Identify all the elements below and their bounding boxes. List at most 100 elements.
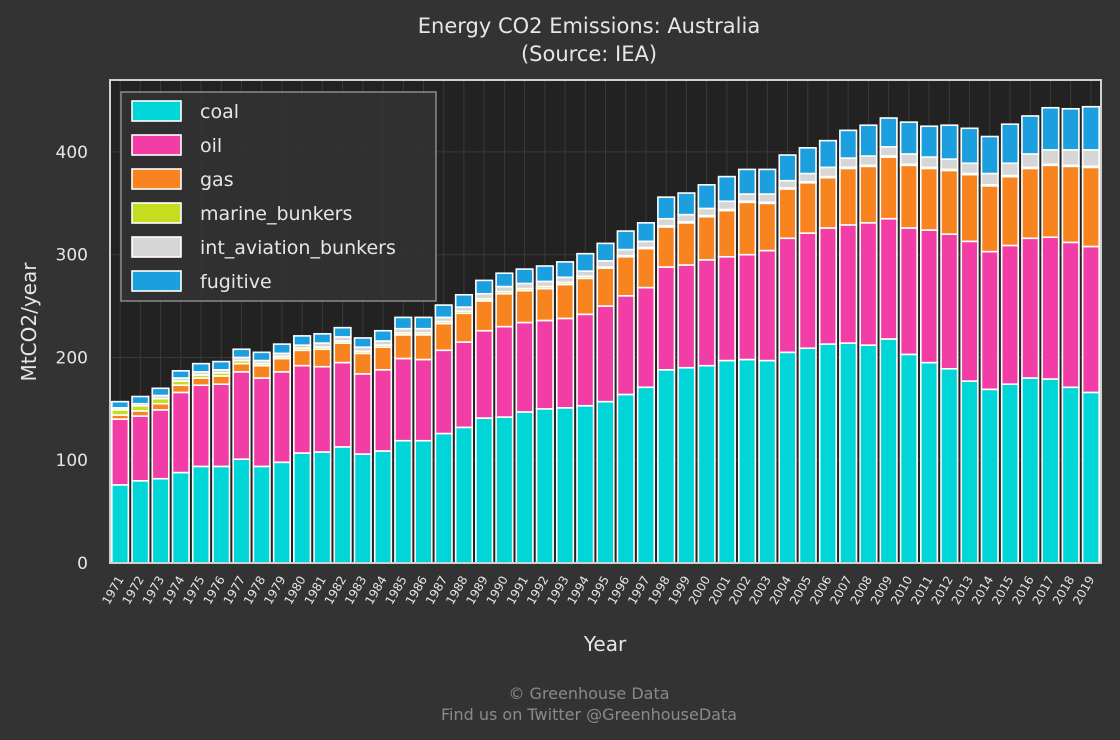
bar-coal-1982 — [333, 446, 352, 564]
bar-coal-2018 — [1061, 386, 1080, 564]
bar-oil-1985 — [394, 357, 413, 442]
legend-swatch-coal — [131, 100, 182, 122]
bar-gas-1981 — [313, 348, 332, 368]
bar-int_aviation_bunkers-2000 — [697, 207, 716, 217]
bar-coal-2011 — [919, 361, 939, 564]
bar-int_aviation_bunkers-1997 — [636, 240, 656, 249]
bar-gas-2018 — [1061, 165, 1080, 244]
bar-gas-1998 — [657, 226, 676, 268]
bar-int_aviation_bunkers-2019 — [1081, 149, 1100, 168]
bar-int_aviation_bunkers-2010 — [899, 153, 918, 166]
bar-coal-1984 — [373, 450, 393, 564]
bar-oil-2001 — [717, 255, 736, 362]
bar-coal-1971 — [111, 484, 130, 564]
bar-coal-1973 — [151, 477, 170, 564]
bar-int_aviation_bunkers-2015 — [1000, 162, 1020, 177]
legend-swatch-int_aviation_bunkers — [131, 236, 182, 258]
bar-int_aviation_bunkers-2004 — [778, 179, 797, 189]
bar-coal-1987 — [434, 432, 453, 564]
bar-coal-2013 — [960, 380, 979, 564]
bar-oil-2002 — [737, 253, 757, 361]
bar-gas-1987 — [434, 322, 453, 352]
bar-gas-1982 — [333, 342, 352, 364]
bar-coal-2004 — [778, 351, 797, 564]
bar-coal-2014 — [980, 388, 999, 564]
bar-int_aviation_bunkers-2013 — [960, 162, 979, 175]
bar-fugitive-2001 — [717, 175, 736, 203]
bar-int_aviation_bunkers-1995 — [596, 260, 615, 268]
bar-coal-2006 — [818, 343, 838, 564]
legend-swatch-gas — [131, 168, 182, 190]
chart-subtitle: (Source: IEA) — [521, 42, 657, 66]
bar-fugitive-1995 — [596, 242, 615, 262]
bar-gas-2006 — [818, 176, 838, 229]
bar-coal-2019 — [1081, 391, 1100, 564]
bar-fugitive-1974 — [171, 370, 190, 379]
bar-fugitive-1987 — [434, 304, 453, 319]
bar-oil-2009 — [879, 217, 898, 340]
bar-coal-1972 — [131, 479, 150, 564]
bar-fugitive-1980 — [293, 335, 312, 346]
bar-int_aviation_bunkers-2007 — [839, 157, 858, 169]
bar-oil-1977 — [232, 371, 251, 461]
bar-fugitive-1994 — [576, 252, 595, 272]
bar-coal-1974 — [171, 471, 190, 564]
bar-coal-1995 — [596, 400, 615, 564]
bar-coal-2007 — [839, 342, 858, 564]
bar-gas-2009 — [879, 156, 898, 220]
bar-coal-1985 — [394, 439, 413, 564]
bar-oil-1971 — [111, 418, 130, 486]
bar-int_aviation_bunkers-2012 — [940, 158, 959, 171]
bar-fugitive-1978 — [252, 351, 271, 362]
bar-coal-2009 — [879, 338, 898, 564]
bar-coal-1975 — [191, 465, 211, 564]
bar-oil-1998 — [657, 266, 676, 371]
bar-fugitive-2007 — [839, 129, 858, 159]
bar-gas-1986 — [414, 334, 433, 361]
bar-oil-2012 — [940, 233, 959, 370]
legend-label-gas: gas — [200, 169, 234, 191]
bar-gas-1991 — [515, 289, 534, 324]
bar-gas-1975 — [191, 377, 211, 387]
bar-fugitive-1983 — [353, 337, 372, 348]
bar-fugitive-2019 — [1081, 105, 1100, 151]
bar-gas-2002 — [737, 201, 757, 256]
bar-oil-1976 — [212, 383, 231, 468]
bar-coal-1989 — [475, 417, 494, 564]
bar-gas-1992 — [535, 287, 554, 322]
bar-coal-2015 — [1000, 383, 1020, 564]
bar-fugitive-2006 — [818, 139, 838, 169]
bar-gas-1977 — [232, 362, 251, 373]
bar-oil-2004 — [778, 237, 797, 354]
bar-gas-1995 — [596, 267, 615, 307]
x-axis-label: Year — [583, 632, 627, 656]
bar-fugitive-1992 — [535, 265, 554, 283]
bar-coal-2008 — [859, 344, 878, 564]
bar-gas-2014 — [980, 185, 999, 253]
bar-gas-2019 — [1081, 166, 1100, 248]
bar-fugitive-2018 — [1061, 107, 1080, 151]
bar-int_aviation_bunkers-2003 — [758, 193, 777, 204]
bar-fugitive-2011 — [919, 125, 939, 158]
bar-oil-2006 — [818, 227, 838, 345]
bar-gas-1993 — [555, 283, 575, 320]
bar-gas-2017 — [1041, 164, 1060, 239]
bar-int_aviation_bunkers-2017 — [1041, 149, 1060, 166]
bar-coal-1979 — [272, 461, 292, 564]
bar-oil-2014 — [980, 250, 999, 391]
bar-gas-2001 — [717, 209, 736, 258]
footer-twitter: Find us on Twitter @GreenhouseData — [441, 705, 737, 724]
bar-coal-1994 — [576, 404, 595, 564]
bar-oil-2010 — [899, 227, 918, 356]
legend-swatch-marine_bunkers — [131, 202, 182, 224]
bar-gas-1980 — [293, 349, 312, 367]
legend-label-int_aviation_bunkers: int_aviation_bunkers — [200, 237, 396, 259]
bar-oil-1981 — [313, 365, 332, 453]
bar-int_aviation_bunkers-2011 — [919, 156, 939, 169]
bar-fugitive-1973 — [151, 387, 170, 397]
bar-oil-1988 — [454, 341, 474, 429]
bar-gas-1990 — [495, 292, 514, 328]
bar-coal-1977 — [232, 458, 251, 564]
bar-fugitive-2004 — [778, 154, 797, 182]
